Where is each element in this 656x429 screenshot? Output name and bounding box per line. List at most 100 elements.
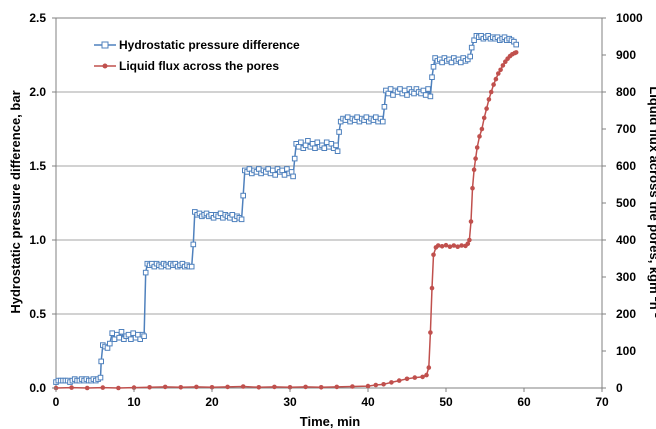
data-point: [333, 142, 339, 149]
data-point: [429, 285, 435, 291]
data-point: [381, 382, 386, 387]
data-point: [288, 169, 295, 175]
data-point: [107, 340, 113, 347]
data-point: [426, 365, 432, 370]
data-point: [493, 76, 499, 82]
y-left-tick-label: 2.5: [29, 11, 46, 25]
data-point: [430, 64, 437, 70]
data-point: [238, 216, 245, 223]
x-tick-label: 40: [361, 395, 375, 409]
y-right-label-sup1: -2: [653, 294, 656, 302]
data-point: [279, 167, 285, 174]
data-point: [404, 376, 410, 382]
y-left-axis-label: Hydrostatic pressure difference, bar: [8, 90, 23, 313]
data-point: [425, 86, 431, 92]
data-point: [467, 237, 472, 243]
data-point: [272, 172, 278, 178]
data-point: [336, 129, 342, 135]
series-line: [55, 34, 517, 383]
y-right-tick-label: 900: [616, 48, 636, 62]
data-point: [334, 148, 341, 154]
y-right-tick-label: 800: [616, 85, 636, 99]
data-point: [459, 243, 464, 248]
legend-label-pressure: Hydrostatic pressure difference: [119, 38, 300, 52]
data-point: [98, 358, 105, 365]
data-point: [69, 385, 74, 390]
legend-item-pressure: Hydrostatic pressure difference: [94, 38, 300, 52]
data-point: [295, 144, 302, 150]
data-point: [396, 378, 402, 383]
y-right-label-sup2: -1: [653, 310, 656, 318]
data-point: [256, 385, 262, 390]
y-right-label-prefix: Liquid flux across the pores, kgm: [647, 86, 656, 293]
data-point: [125, 331, 132, 338]
data-point: [513, 50, 519, 55]
data-point: [118, 329, 125, 335]
data-point: [287, 385, 293, 390]
y-right-tick-label: 100: [616, 344, 636, 358]
legend-marker-pressure: [101, 41, 109, 49]
data-point: [443, 242, 449, 248]
data-point: [404, 92, 410, 98]
data-point: [128, 336, 134, 342]
data-point: [281, 172, 288, 178]
data-point: [321, 145, 328, 151]
data-point: [484, 106, 489, 111]
data-point: [422, 92, 429, 98]
data-point: [491, 82, 496, 87]
data-point: [431, 252, 436, 258]
data-point: [240, 384, 246, 389]
data-point: [468, 219, 474, 224]
y-right-tick-label: 0: [616, 381, 623, 395]
data-point: [435, 243, 441, 248]
data-point: [397, 86, 403, 92]
data-point: [298, 139, 304, 146]
data-point: [498, 67, 503, 73]
data-point: [500, 63, 506, 68]
data-point: [209, 385, 215, 390]
data-point: [323, 139, 330, 146]
data-point: [365, 383, 371, 389]
data-point: [350, 384, 355, 389]
data-point: [385, 90, 392, 97]
data-point: [467, 53, 473, 60]
data-point: [130, 330, 136, 336]
data-point: [291, 155, 298, 162]
data-point: [270, 167, 276, 174]
data-point: [302, 142, 309, 149]
data-point: [303, 384, 308, 390]
data-point: [318, 385, 324, 390]
data-point: [488, 89, 494, 95]
data-point: [428, 330, 433, 335]
y-left-tick-label: 0.5: [29, 307, 46, 321]
data-point: [178, 385, 184, 390]
x-tick-label: 0: [53, 395, 60, 409]
y-right-tick-label: 700: [616, 122, 636, 136]
series-layer: [53, 33, 520, 391]
data-point: [116, 334, 123, 341]
data-point: [401, 87, 408, 94]
data-point: [474, 145, 480, 150]
y-right-tick-label: 400: [616, 233, 636, 247]
data-point: [373, 382, 379, 388]
y-right-axis-ticks: 0 100 200 300 400 500 600 700 800 900 1000: [602, 11, 643, 395]
data-point: [188, 263, 195, 270]
data-point: [111, 336, 118, 342]
legend-item-flux: Liquid flux across the pores: [94, 59, 279, 73]
data-point: [194, 384, 199, 390]
x-tick-label: 60: [517, 395, 531, 409]
data-point: [100, 385, 106, 390]
data-point: [390, 92, 396, 98]
y-left-tick-label: 0.0: [29, 381, 46, 395]
data-point: [162, 384, 168, 390]
x-tick-label: 20: [205, 395, 219, 409]
y-left-axis-ticks: 0.0 0.5 1.0 1.5 2.0 2.5: [29, 11, 56, 395]
data-point: [240, 192, 246, 199]
data-point: [380, 118, 386, 125]
data-point: [486, 97, 492, 102]
y-left-tick-label: 1.5: [29, 159, 46, 173]
series-flux: [53, 50, 519, 391]
data-point: [473, 156, 478, 161]
data-point: [116, 385, 121, 391]
